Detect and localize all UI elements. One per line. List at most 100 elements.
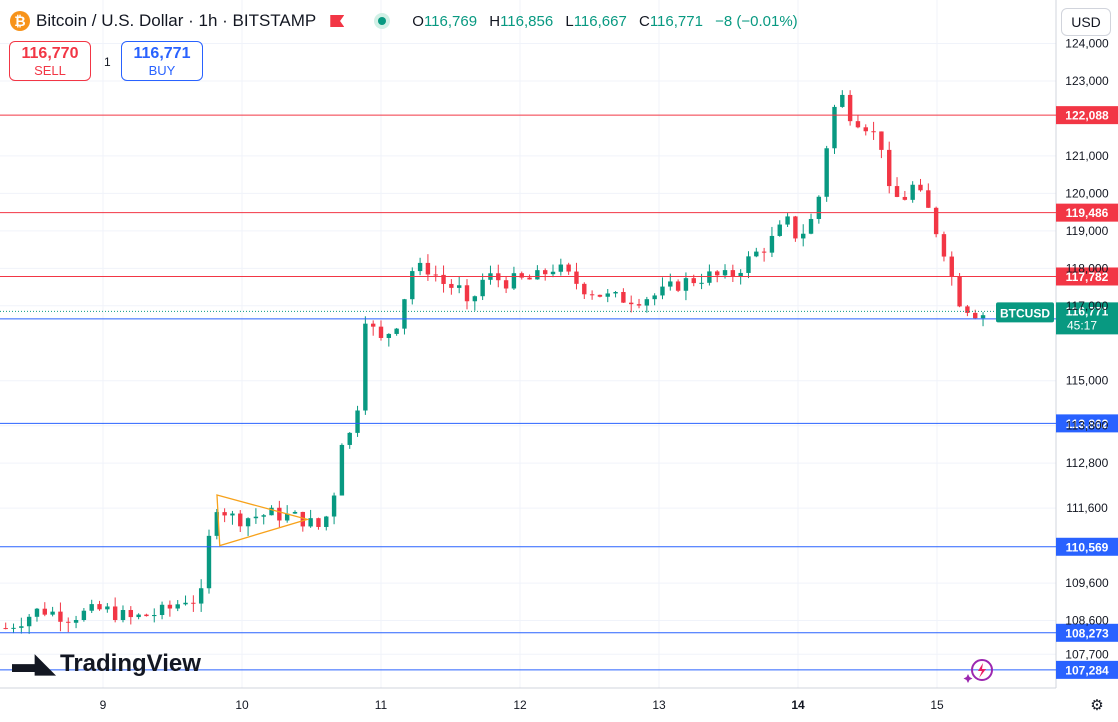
candle bbox=[879, 131, 884, 159]
candle bbox=[167, 600, 173, 617]
candle bbox=[746, 251, 751, 279]
candle bbox=[402, 298, 407, 335]
level-price-label: 117,782 bbox=[1066, 270, 1109, 284]
candle-body bbox=[949, 256, 954, 277]
candle-body bbox=[558, 264, 564, 272]
candle bbox=[34, 607, 40, 622]
candle-body bbox=[112, 606, 118, 621]
candle bbox=[754, 247, 759, 258]
level-price-tag bbox=[1056, 660, 1118, 679]
y-tick-label: 123,000 bbox=[1065, 74, 1109, 88]
candle-body bbox=[613, 292, 618, 294]
candle-body bbox=[433, 274, 438, 276]
candle-body bbox=[652, 295, 657, 300]
candle bbox=[824, 145, 829, 202]
candle-body bbox=[206, 535, 212, 589]
candle-body bbox=[965, 306, 970, 313]
candle bbox=[277, 500, 282, 528]
candle-body bbox=[480, 279, 485, 297]
candle bbox=[926, 183, 931, 208]
candle bbox=[550, 264, 556, 278]
sell-button[interactable]: 116,770 SELL bbox=[9, 41, 91, 81]
candle-body bbox=[918, 184, 923, 191]
candle-body bbox=[261, 515, 266, 517]
candle-body bbox=[769, 235, 775, 253]
candles bbox=[3, 90, 986, 634]
lightning-icon[interactable] bbox=[962, 657, 994, 685]
candle-body bbox=[738, 272, 743, 277]
candle-body bbox=[801, 233, 806, 239]
candle-body bbox=[855, 121, 861, 128]
level-price-label: 122,088 bbox=[1065, 109, 1109, 123]
ohlc-readout: O116,769 H116,856 L116,667 C116,771 −8 (… bbox=[412, 12, 798, 30]
candle bbox=[785, 213, 790, 227]
candle-body bbox=[230, 513, 235, 516]
grid bbox=[0, 0, 1056, 688]
candle-body bbox=[417, 262, 423, 272]
candle bbox=[730, 264, 736, 282]
settings-gear-icon[interactable]: ⚙ bbox=[1090, 697, 1104, 714]
candle-body bbox=[316, 518, 321, 527]
candle-body bbox=[410, 271, 415, 300]
candle bbox=[683, 272, 689, 301]
candle bbox=[527, 274, 532, 280]
candle bbox=[58, 602, 63, 632]
candle bbox=[230, 510, 235, 525]
candle bbox=[183, 595, 188, 606]
candle bbox=[253, 508, 259, 524]
level-price-tag bbox=[1056, 106, 1118, 125]
candle-body bbox=[386, 333, 392, 338]
candle-body bbox=[699, 282, 704, 284]
symbol-title[interactable]: Bitcoin / U.S. Dollar · 1h · BITSTAMP bbox=[36, 11, 317, 30]
buy-button[interactable]: 116,771 BUY bbox=[121, 41, 203, 81]
candle-body bbox=[675, 281, 681, 291]
candle bbox=[26, 614, 32, 634]
candle-body bbox=[277, 507, 282, 521]
candle-body bbox=[910, 184, 915, 200]
candle bbox=[801, 224, 806, 247]
candle-body bbox=[324, 516, 329, 527]
candle bbox=[519, 271, 524, 280]
level-price-label: 108,273 bbox=[1065, 626, 1109, 640]
candle-body bbox=[300, 511, 306, 527]
candle bbox=[933, 206, 939, 238]
candle bbox=[50, 606, 55, 617]
candle bbox=[355, 405, 360, 437]
candle bbox=[245, 517, 251, 536]
chart-header: ₿ Bitcoin / U.S. Dollar · 1h · BITSTAMP … bbox=[10, 10, 806, 32]
candle-body bbox=[605, 293, 610, 297]
candle bbox=[410, 267, 415, 305]
tradingview-logo[interactable]: ▬◣ TradingView bbox=[12, 648, 201, 679]
x-axis-labels: 9 10 11 12 13 14 15 bbox=[100, 698, 944, 712]
candle-body bbox=[370, 323, 376, 327]
symbol-tag bbox=[996, 302, 1054, 323]
candle-body bbox=[81, 610, 87, 621]
candle bbox=[198, 579, 204, 612]
triangle-annotation bbox=[216, 494, 310, 547]
level-price-label: 113,862 bbox=[1066, 417, 1109, 431]
bitcoin-icon: ₿ bbox=[10, 11, 30, 31]
x-tick-label: 13 bbox=[652, 698, 666, 712]
candle-body bbox=[644, 299, 650, 306]
candle bbox=[175, 600, 180, 612]
y-tick-label: 124,000 bbox=[1065, 36, 1109, 50]
candle bbox=[871, 121, 876, 140]
candle-body bbox=[222, 512, 227, 516]
y-tick-label: 111,600 bbox=[1066, 501, 1108, 515]
candle bbox=[941, 231, 947, 262]
currency-button[interactable]: USD bbox=[1061, 8, 1111, 36]
candle-body bbox=[363, 323, 368, 411]
candle bbox=[214, 508, 220, 540]
candle-body bbox=[550, 271, 556, 275]
candle-body bbox=[214, 512, 220, 536]
candle-body bbox=[394, 328, 399, 334]
candle-body bbox=[715, 271, 720, 276]
candle bbox=[159, 601, 165, 620]
candle bbox=[449, 279, 454, 295]
candle-body bbox=[863, 127, 868, 132]
candle bbox=[480, 273, 485, 301]
flag-icon[interactable] bbox=[330, 15, 345, 27]
quantity-value[interactable]: 1 bbox=[104, 55, 111, 69]
candle-body bbox=[456, 285, 462, 288]
